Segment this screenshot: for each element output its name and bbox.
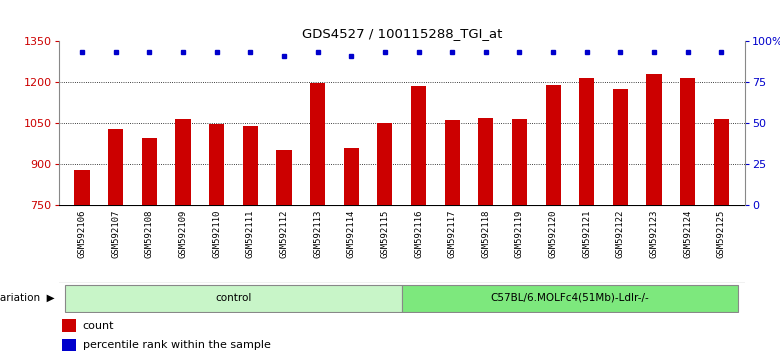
Bar [344,148,359,205]
Text: C57BL/6.MOLFc4(51Mb)-Ldlr-/-: C57BL/6.MOLFc4(51Mb)-Ldlr-/- [491,293,649,303]
Bar [62,319,76,332]
Text: GSM592125: GSM592125 [717,209,726,258]
Text: GSM592117: GSM592117 [448,209,456,258]
Text: GSM592115: GSM592115 [381,209,389,258]
Bar [66,285,402,312]
Bar [142,138,157,205]
Text: GSM592119: GSM592119 [515,209,524,258]
Bar [378,123,392,205]
Text: GSM592123: GSM592123 [650,209,658,258]
Bar [108,129,123,205]
Text: GSM592113: GSM592113 [313,209,322,258]
Bar [580,78,594,205]
Text: GSM592120: GSM592120 [548,209,558,258]
Text: GSM592124: GSM592124 [683,209,692,258]
Bar [176,119,190,205]
Text: GSM592111: GSM592111 [246,209,255,258]
Bar [512,119,527,205]
Text: genotype/variation  ▶: genotype/variation ▶ [0,293,55,303]
Bar [74,170,90,205]
Bar [680,78,695,205]
Bar [62,338,76,351]
Text: GSM592106: GSM592106 [77,209,87,258]
Text: GSM592107: GSM592107 [112,209,120,258]
Bar [545,85,561,205]
Text: GSM592122: GSM592122 [616,209,625,258]
Bar [276,150,292,205]
Bar [478,118,494,205]
Bar [613,89,628,205]
Bar [209,124,224,205]
Text: percentile rank within the sample: percentile rank within the sample [83,339,271,350]
Bar [714,119,729,205]
Bar [647,74,661,205]
Bar [310,83,325,205]
Bar [243,126,258,205]
Text: GSM592121: GSM592121 [582,209,591,258]
Title: GDS4527 / 100115288_TGI_at: GDS4527 / 100115288_TGI_at [302,27,502,40]
Bar [445,120,459,205]
Bar [411,86,426,205]
Text: control: control [215,293,252,303]
Text: count: count [83,320,114,331]
Text: GSM592109: GSM592109 [179,209,187,258]
Text: GSM592110: GSM592110 [212,209,222,258]
Text: GSM592116: GSM592116 [414,209,423,258]
Text: GSM592108: GSM592108 [145,209,154,258]
Text: GSM592118: GSM592118 [481,209,491,258]
Text: GSM592114: GSM592114 [347,209,356,258]
Text: GSM592112: GSM592112 [279,209,289,258]
Bar [402,285,738,312]
